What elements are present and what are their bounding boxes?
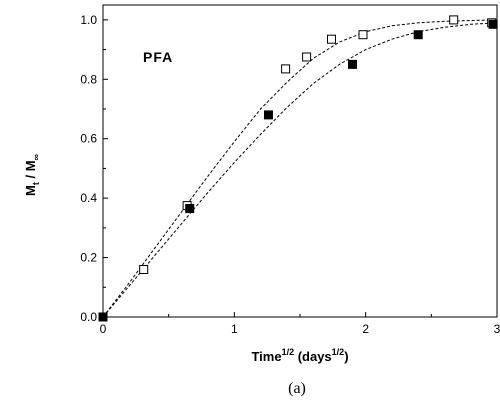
open-square-point [327,34,336,44]
open-square-point [281,64,291,74]
axis-ticks: 0 1 2 3 0.0 0.2 0.4 0.6 0.8 1.0 [80,13,500,336]
filled-square-point [98,312,108,322]
open-square-point [449,15,459,25]
y-tick-label: 0.4 [80,191,97,205]
x-axis-title: Time1/2 (days1/2) [251,347,348,364]
y-tick-label: 0.8 [80,72,97,86]
y-tick-label: 1.0 [80,13,97,27]
y-axis-title: Mt / M∞ [23,153,41,196]
y-tick-label: 0.0 [80,310,97,324]
fit-curve-2 [102,22,498,318]
filled-square-point [348,59,357,69]
open-square-point [139,265,149,274]
open-square-point [302,52,312,62]
figure-caption: (a) [288,380,306,397]
data-points [98,15,498,322]
filled-square-point [264,110,273,120]
x-tick-label: 2 [362,322,369,336]
fit-curves [102,19,498,318]
x-tick-label: 3 [494,322,500,336]
y-tick-label: 0.2 [80,251,97,265]
filled-square-point [413,30,423,40]
filled-square-point [185,204,195,213]
fit-curve-1 [102,19,498,318]
annotation-label: PFA [143,49,173,65]
x-tick-label: 1 [231,322,238,336]
open-square-point [358,30,368,40]
y-tick-label: 0.6 [80,132,97,146]
filled-square-point [488,19,498,29]
x-tick-label: 0 [100,322,107,336]
